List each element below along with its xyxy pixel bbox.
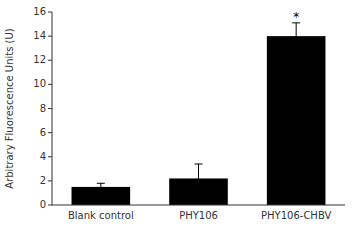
bar — [267, 36, 326, 205]
y-tick-label: 12 — [33, 54, 46, 65]
error-bar — [97, 183, 105, 190]
y-tick-label: 8 — [40, 103, 46, 114]
error-stem — [198, 164, 199, 193]
y-tick-label: 6 — [40, 127, 46, 138]
y-tick — [48, 156, 52, 157]
error-cap — [195, 192, 203, 193]
error-bar — [195, 164, 203, 193]
error-stem — [296, 23, 297, 50]
x-tick-label: Blank control — [68, 210, 134, 221]
error-cap — [97, 190, 105, 191]
y-tick — [48, 12, 52, 13]
y-axis-label: Arbitrary Fluorescence Units (U) — [4, 28, 15, 188]
y-tick — [48, 180, 52, 181]
chart-container: 0 2 4 6 8 10 12 14 16 Blank control PHY106 PHY106-C… — [0, 0, 355, 227]
y-tick-label: 2 — [40, 175, 46, 186]
error-bar — [292, 23, 300, 50]
error-cap — [97, 183, 105, 184]
annotation: * — [293, 10, 299, 24]
y-tick — [48, 108, 52, 109]
error-stem — [100, 183, 101, 190]
y-tick-label: 16 — [33, 6, 46, 17]
y-tick-label: 14 — [33, 30, 46, 41]
y-tick-label: 0 — [40, 199, 46, 210]
error-cap — [195, 163, 203, 164]
error-cap — [292, 49, 300, 50]
y-tick — [48, 205, 52, 206]
x-axis-line — [52, 205, 345, 206]
y-tick — [48, 36, 52, 37]
chart-svg: 0 2 4 6 8 10 12 14 16 Blank control PHY106 PHY106-C… — [0, 0, 355, 227]
x-tick-label: PHY106 — [179, 210, 218, 221]
bars — [72, 23, 326, 205]
y-tick — [48, 84, 52, 85]
x-tick-label: PHY106-CHBV — [261, 210, 331, 221]
y-tick-label: 10 — [33, 78, 46, 89]
y-tick-label: 4 — [40, 151, 46, 162]
y-tick — [48, 60, 52, 61]
y-tick — [48, 132, 52, 133]
